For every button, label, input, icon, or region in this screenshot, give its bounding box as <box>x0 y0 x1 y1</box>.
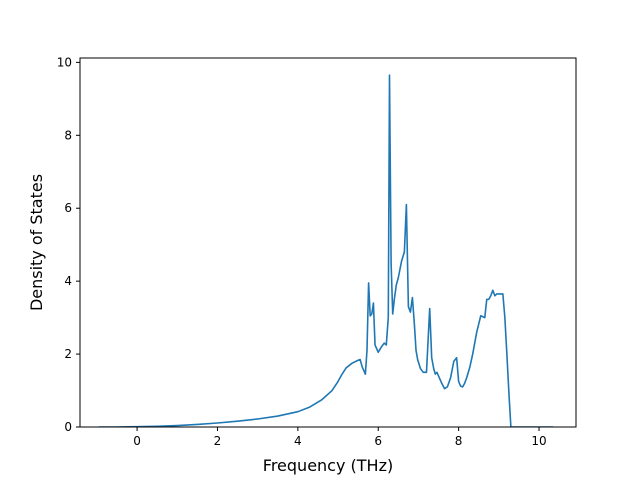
x-axis-ticks: 0 2 4 6 8 10 <box>133 427 547 448</box>
x-tick-label: 6 <box>374 434 382 448</box>
x-tick-label: 2 <box>214 434 222 448</box>
y-axis-label: Density of States <box>27 174 46 311</box>
y-axis-ticks: 0 2 4 6 8 10 <box>57 55 80 434</box>
dos-series-line-0 <box>98 74 554 427</box>
plot-area <box>98 74 554 427</box>
x-tick-label: 4 <box>294 434 302 448</box>
y-tick-label: 4 <box>64 274 72 288</box>
x-tick-label: 8 <box>455 434 463 448</box>
x-tick-label: 10 <box>531 434 546 448</box>
y-tick-label: 6 <box>64 201 72 215</box>
y-tick-label: 0 <box>64 420 72 434</box>
y-tick-label: 8 <box>64 128 72 142</box>
x-axis-label: Frequency (THz) <box>263 456 393 475</box>
x-tick-label: 0 <box>133 434 141 448</box>
y-tick-label: 10 <box>57 55 72 69</box>
axes-frame <box>79 57 577 428</box>
y-tick-label: 2 <box>64 347 72 361</box>
